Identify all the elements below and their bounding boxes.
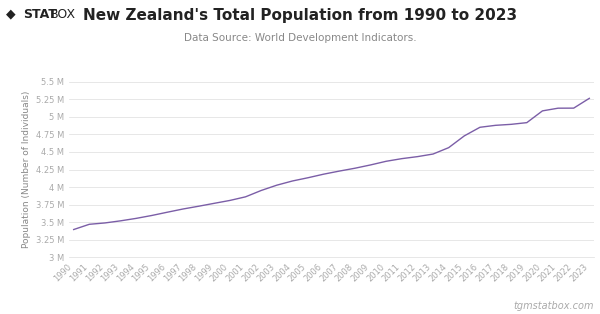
New Zealand (476, 125, 484, 129)
New Zealand (414, 155, 421, 159)
New Zealand (430, 152, 437, 156)
New Zealand (101, 221, 109, 225)
New Zealand (398, 157, 406, 160)
New Zealand (289, 179, 296, 183)
New Zealand (273, 183, 280, 187)
New Zealand (148, 214, 155, 217)
New Zealand (352, 166, 359, 170)
New Zealand (367, 163, 374, 167)
New Zealand (211, 201, 218, 205)
New Zealand (336, 169, 343, 173)
New Zealand (445, 146, 452, 149)
New Zealand (242, 195, 249, 199)
New Zealand (586, 96, 593, 100)
New Zealand (179, 207, 187, 211)
Text: tgmstatbox.com: tgmstatbox.com (514, 301, 594, 311)
New Zealand (383, 160, 390, 163)
New Zealand (195, 204, 202, 208)
Line: New Zealand: New Zealand (74, 98, 589, 230)
New Zealand (117, 219, 124, 223)
New Zealand (492, 123, 499, 127)
New Zealand (554, 106, 562, 110)
Text: BOX: BOX (50, 8, 76, 21)
New Zealand (133, 216, 140, 220)
New Zealand (226, 198, 233, 202)
New Zealand (257, 189, 265, 192)
New Zealand (86, 222, 93, 226)
New Zealand (539, 109, 546, 113)
New Zealand (570, 106, 577, 110)
New Zealand (523, 121, 530, 125)
New Zealand (508, 122, 515, 126)
Y-axis label: Population (Number of Individuals): Population (Number of Individuals) (22, 91, 31, 248)
New Zealand (70, 228, 77, 231)
New Zealand (461, 134, 468, 138)
Text: STAT: STAT (23, 8, 56, 21)
Text: New Zealand's Total Population from 1990 to 2023: New Zealand's Total Population from 1990… (83, 8, 517, 23)
Text: Data Source: World Development Indicators.: Data Source: World Development Indicator… (184, 33, 416, 43)
Text: ◆: ◆ (6, 8, 16, 21)
New Zealand (304, 176, 311, 180)
New Zealand (320, 172, 327, 176)
New Zealand (164, 210, 171, 214)
